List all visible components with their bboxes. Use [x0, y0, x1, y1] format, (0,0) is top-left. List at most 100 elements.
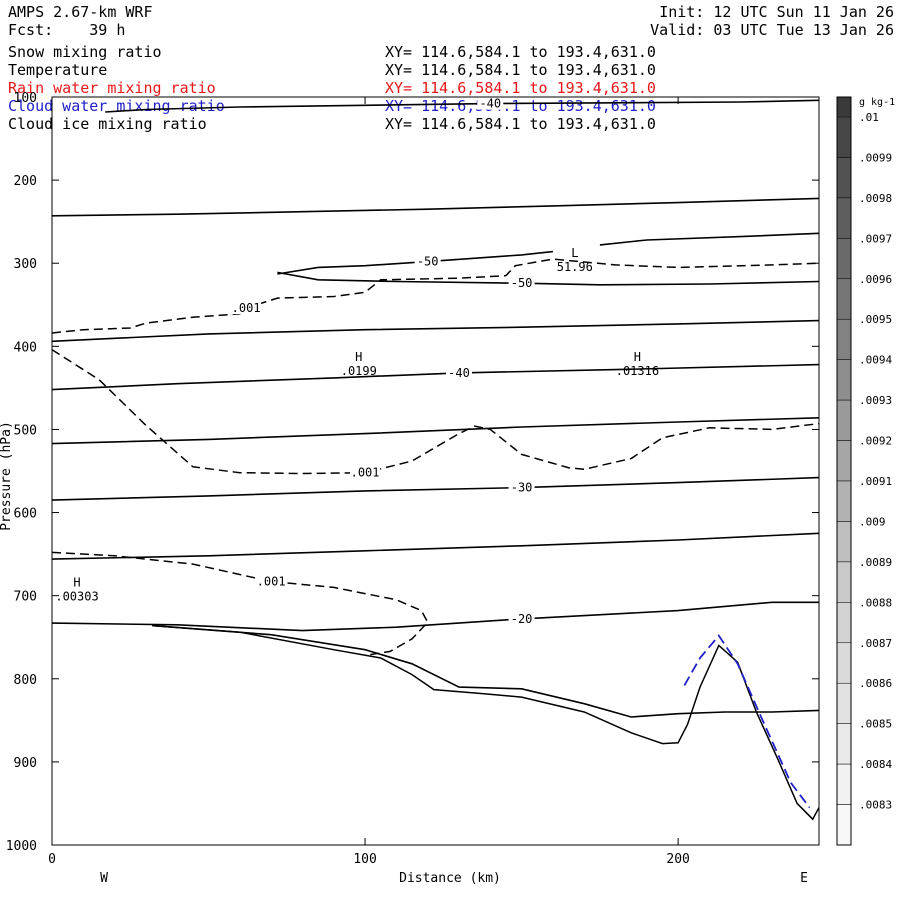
- snow-contour-2: [52, 551, 429, 657]
- field-name-temperature: Temperature: [8, 61, 108, 79]
- temperature-contour-5: [52, 319, 819, 343]
- y-tick-label: 300: [14, 257, 37, 272]
- extremum-high-marker: H: [355, 350, 362, 364]
- temperature-contour-6: [52, 363, 819, 391]
- extremum-low-marker: L: [571, 246, 578, 260]
- colorbar-swatch: [836, 157, 852, 199]
- colorbar-swatch: [836, 682, 852, 724]
- model-title: AMPS 2.67-km WRF: [8, 3, 153, 21]
- y-tick-label: 900: [14, 756, 37, 771]
- colorbar-units: g kg-1: [859, 97, 895, 108]
- colorbar-label: .0084: [859, 758, 892, 771]
- colorbar-label: .0085: [859, 718, 892, 731]
- temperature-contour-2: [277, 250, 553, 275]
- x-tick-label: 200: [666, 852, 689, 867]
- temperature-contour-11: [152, 624, 819, 718]
- snow-contour-1: [52, 349, 819, 475]
- colorbar-swatch: [836, 723, 852, 765]
- colorbar-swatch: [836, 521, 852, 563]
- y-tick-label: 500: [14, 423, 37, 438]
- colorbar-label: .0095: [859, 313, 892, 326]
- colorbar-label: .0091: [859, 475, 892, 488]
- colorbar-label: .0093: [859, 394, 892, 407]
- temperature-contour-label: -40: [448, 366, 470, 380]
- colorbar-swatch: [836, 238, 852, 280]
- extremum-value: .0199: [341, 364, 377, 378]
- temperature-contour-label: -50: [417, 255, 439, 269]
- colorbar-swatch: [836, 278, 852, 320]
- y-tick-label: 100: [14, 91, 37, 106]
- extremum-high-marker: H: [73, 575, 80, 589]
- field-name-cloud-ice: Cloud ice mixing ratio: [8, 115, 207, 133]
- field-xy-cloud-ice: XY= 114.6,584.1 to 193.4,631.0: [385, 115, 656, 133]
- temperature-contour-8: [52, 476, 819, 501]
- y-tick-label: 400: [14, 340, 37, 355]
- colorbar-swatch: [836, 197, 852, 239]
- east-label: E: [800, 871, 808, 886]
- colorbar-frame: [836, 96, 852, 846]
- colorbar-label: .0083: [859, 799, 892, 812]
- temperature-contour-9: [52, 532, 819, 560]
- y-tick-label: 1000: [6, 839, 37, 854]
- contour-layer: -40-50-50-40-30-20.001.001.001H.0199H.01…: [52, 97, 819, 821]
- colorbar-label: .0097: [859, 232, 892, 245]
- temperature-contour-0: [105, 99, 819, 113]
- colorbar-swatch: [836, 602, 852, 644]
- colorbar-label: .0092: [859, 435, 892, 448]
- axes-layer: 100 200 300 400 500 600 700 800 900 1000 0 100 200: [6, 91, 819, 867]
- colorbar: .01 .0099 .0098 .0097 .0096 .0095 .0094 .0093 .0…: [836, 96, 895, 846]
- temperature-contour-label: -40: [479, 97, 501, 111]
- colorbar-label: .0096: [859, 273, 892, 286]
- snow-contour-label: .001: [232, 301, 261, 315]
- extremum-value: .00303: [55, 589, 98, 603]
- extremum-value: 51.96: [557, 260, 593, 274]
- field-xy-snow: XY= 114.6,584.1 to 193.4,631.0: [385, 43, 656, 61]
- colorbar-label: .0099: [859, 151, 892, 164]
- field-xy-temperature: XY= 114.6,584.1 to 193.4,631.0: [385, 61, 656, 79]
- init-time: Init: 12 UTC Sun 11 Jan 26: [659, 3, 894, 21]
- temperature-contour-3: [599, 232, 819, 246]
- y-tick-label: 600: [14, 507, 37, 522]
- x-axis-label: Distance (km): [399, 871, 501, 886]
- snow-contour-0: [52, 258, 819, 334]
- temperature-contour-label: -20: [511, 612, 533, 626]
- colorbar-label: .0094: [859, 354, 892, 367]
- field-xy-rain: XY= 114.6,584.1 to 193.4,631.0: [385, 79, 656, 97]
- temperature-contour-label: -30: [511, 481, 533, 495]
- temperature-contour-1: [52, 197, 819, 217]
- y-tick-label: 700: [14, 590, 37, 605]
- temperature-contour-7: [52, 417, 819, 445]
- temperature-contour-10: [52, 601, 819, 632]
- forecast-value: 39 h: [89, 21, 126, 39]
- cloud-water-contour: [683, 634, 811, 809]
- colorbar-swatch: [836, 399, 852, 441]
- colorbar-swatch: [836, 359, 852, 401]
- colorbar-swatch: [836, 480, 852, 522]
- colorbar-swatch: [836, 804, 852, 846]
- y-axis-label: Pressure (hPa): [0, 421, 14, 531]
- field-name-snow: Snow mixing ratio: [8, 43, 162, 61]
- field-name-rain: Rain water mixing ratio: [8, 79, 216, 97]
- terrain-line: [152, 624, 819, 821]
- colorbar-label: .0088: [859, 596, 892, 609]
- colorbar-top-cap: [837, 97, 851, 117]
- colorbar-swatch: [836, 116, 852, 158]
- colorbar-label: .0098: [859, 192, 892, 205]
- west-label: W: [100, 871, 108, 886]
- temperature-contour-label: -50: [511, 276, 533, 290]
- colorbar-swatch: [836, 763, 852, 805]
- colorbar-swatch: [836, 318, 852, 360]
- snow-contour-label: .001: [351, 466, 380, 480]
- forecast-hour: Fcst: 39 h: [8, 21, 125, 39]
- x-tick-label: 100: [353, 852, 376, 867]
- extremum-high-marker: H: [634, 350, 641, 364]
- colorbar-swatch: [836, 561, 852, 603]
- y-tick-label: 800: [14, 673, 37, 688]
- colorbar-label: .009: [859, 515, 886, 528]
- snow-contour-label: .001: [257, 575, 286, 589]
- colorbar-label: .0089: [859, 556, 892, 569]
- extremum-value: .01316: [616, 364, 659, 378]
- x-tick-label: 0: [48, 852, 56, 867]
- colorbar-swatch: [836, 440, 852, 482]
